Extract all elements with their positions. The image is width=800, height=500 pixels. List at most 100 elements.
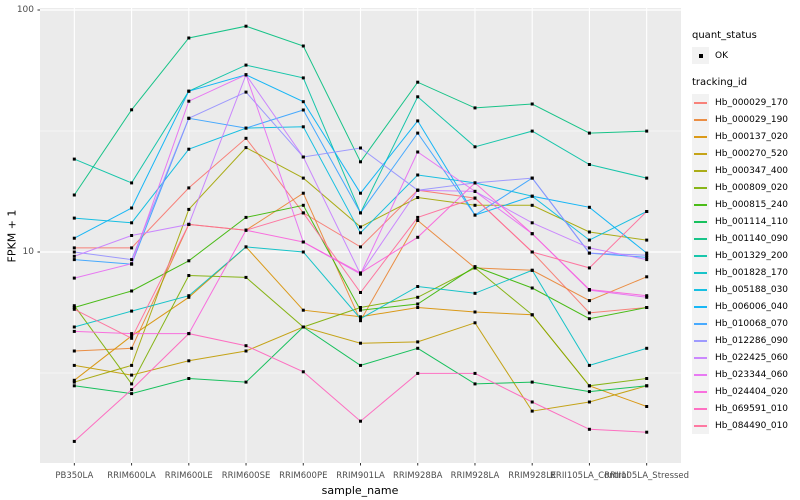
legend-line-icon: [694, 135, 707, 138]
data-point: [587, 131, 591, 135]
data-point: [130, 363, 134, 367]
data-point: [645, 430, 649, 434]
data-point: [416, 80, 420, 84]
data-point: [72, 349, 76, 353]
data-point: [473, 291, 477, 295]
data-point: [244, 380, 248, 384]
data-point: [130, 336, 134, 340]
data-point: [301, 44, 305, 48]
data-point: [187, 99, 191, 103]
data-point: [587, 238, 591, 242]
data-point: [130, 334, 134, 338]
data-point: [72, 193, 76, 197]
data-point: [645, 294, 649, 298]
data-point: [187, 89, 191, 93]
data-point: [359, 225, 362, 229]
legend-item-label: Hb_005188_030: [715, 284, 789, 295]
data-point: [587, 427, 591, 431]
legend-item-Hb_022425_060: Hb_022425_060: [692, 349, 798, 366]
data-point: [187, 294, 191, 298]
x-tick-label: RRII105LA_Stressed: [604, 471, 690, 481]
data-point: [72, 276, 76, 280]
data-point: [244, 90, 248, 94]
data-point: [645, 251, 649, 255]
legend-key-swatch: [692, 264, 709, 281]
data-point: [473, 106, 477, 110]
data-point: [130, 262, 134, 266]
data-point: [645, 258, 649, 262]
legend-item-label: Hb_000137_020: [715, 131, 789, 142]
data-point: [473, 310, 477, 314]
data-point: [130, 309, 134, 313]
legend-line-icon: [694, 220, 707, 223]
data-point: [359, 245, 362, 249]
data-point: [416, 295, 420, 299]
data-point: [72, 304, 76, 308]
data-point: [130, 246, 134, 250]
data-point: [72, 258, 76, 262]
legend-item-label: OK: [715, 50, 728, 61]
data-point: [359, 291, 362, 294]
data-point: [72, 236, 76, 240]
legend-item-label: Hb_069591_010: [715, 403, 789, 414]
data-point: [416, 219, 420, 222]
data-point: [72, 378, 76, 382]
legend-line-icon: [694, 322, 707, 325]
data-point: [645, 295, 649, 299]
data-point: [130, 289, 134, 293]
legend-line-icon: [694, 101, 707, 104]
data-point: [130, 221, 134, 225]
legend-title-quant-status: quant_status: [692, 30, 757, 41]
data-point: [587, 390, 591, 394]
legend-item-Hb_006006_040: Hb_006006_040: [692, 298, 798, 315]
legend-tracking-items: Hb_000029_170 Hb_000029_190 Hb_000137_020 H…: [692, 94, 798, 434]
data-point: [416, 150, 420, 154]
data-point: [72, 329, 76, 333]
data-point: [301, 176, 305, 180]
x-tick-label: RRIM901LA: [336, 471, 385, 481]
data-point: [416, 119, 420, 123]
data-point: [473, 196, 477, 200]
data-point: [587, 266, 591, 270]
data-point: [416, 215, 420, 219]
legend-item-Hb_005188_030: Hb_005188_030: [692, 281, 798, 298]
legend-item-Hb_000029_190: Hb_000029_190: [692, 111, 798, 128]
data-point: [473, 371, 477, 375]
data-point: [244, 228, 248, 232]
legend-key-swatch: [692, 247, 709, 264]
data-point: [130, 382, 134, 386]
data-point: [130, 206, 134, 210]
data-point: [587, 400, 591, 404]
legend-line-icon: [694, 424, 707, 427]
legend-key-swatch: [692, 298, 709, 315]
legend-item-Hb_010068_070: Hb_010068_070: [692, 315, 798, 332]
data-point: [359, 306, 362, 309]
legend-item-quant-status-ok: OK: [692, 47, 798, 64]
data-point: [416, 131, 420, 135]
data-point: [473, 181, 477, 185]
legend-key-swatch: [692, 400, 709, 417]
data-point: [587, 288, 591, 291]
data-point: [473, 321, 477, 325]
data-point: [530, 102, 534, 106]
data-point: [301, 76, 305, 80]
data-point: [645, 377, 649, 380]
data-point: [359, 146, 362, 150]
legend-line-icon: [694, 237, 707, 240]
data-point: [244, 349, 248, 353]
data-point: [72, 307, 76, 311]
data-point: [530, 194, 534, 198]
data-point: [72, 325, 76, 329]
data-point: [187, 332, 191, 336]
point-marker-icon: [698, 53, 703, 58]
x-tick-label: RRIM600PE: [279, 471, 328, 481]
data-point: [72, 306, 76, 309]
data-point: [359, 315, 362, 319]
x-tick-label: RRIM928LA: [450, 471, 500, 481]
data-point: [244, 215, 248, 219]
data-point: [244, 146, 248, 150]
legend-item-label: Hb_022425_060: [715, 352, 789, 363]
data-point: [359, 419, 362, 423]
legend-item-label: Hb_024404_020: [715, 386, 789, 397]
